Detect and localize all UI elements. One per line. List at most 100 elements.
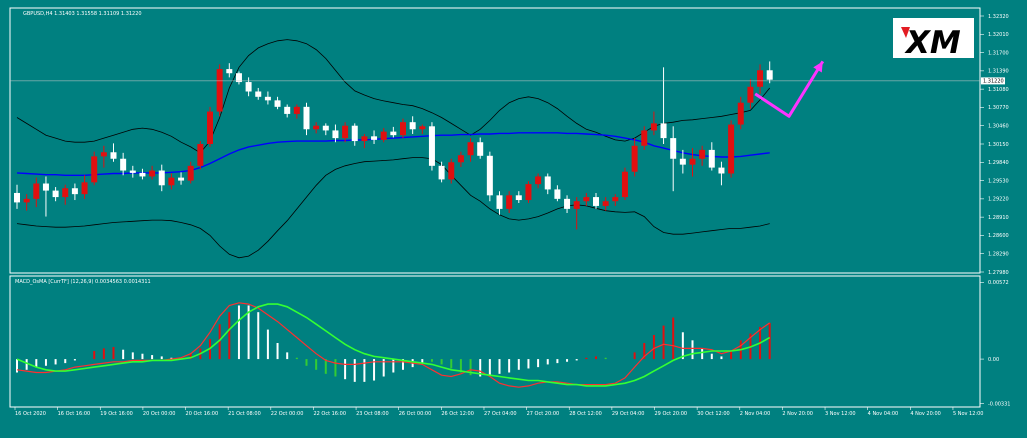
candle-body xyxy=(120,158,127,171)
candle xyxy=(178,172,185,185)
candle-body xyxy=(33,183,40,199)
time-tick-label: 4 Nov 04:00 xyxy=(868,411,899,417)
price-tick-label: 1.28290 xyxy=(988,252,1009,258)
candle-body xyxy=(149,170,156,177)
candle-body xyxy=(23,198,30,203)
time-tick-label: 29 Oct 20:00 xyxy=(655,411,688,417)
candle-body xyxy=(699,149,706,159)
candle-body xyxy=(467,142,474,156)
candle xyxy=(602,197,609,211)
candle xyxy=(428,122,435,171)
macd-line xyxy=(16,302,771,388)
time-tick-label: 21 Oct 08:00 xyxy=(228,411,261,417)
candle-body xyxy=(689,158,696,165)
candle-body xyxy=(322,125,329,131)
candle-body xyxy=(371,136,378,140)
candle xyxy=(284,104,291,118)
candle xyxy=(535,173,542,189)
candle xyxy=(515,191,522,203)
candle-body xyxy=(448,162,455,180)
candle xyxy=(42,176,49,217)
candle xyxy=(371,130,378,144)
candle-body xyxy=(342,125,349,139)
candle xyxy=(670,126,677,192)
time-tick-label: 27 Oct 20:00 xyxy=(527,411,560,417)
candle-body xyxy=(515,195,522,201)
candle xyxy=(168,173,175,190)
candle xyxy=(390,126,397,138)
time-tick-label: 28 Oct 12:00 xyxy=(569,411,602,417)
candle xyxy=(313,122,320,134)
candle xyxy=(52,187,59,202)
candle-body xyxy=(438,165,445,180)
price-tick-label: 1.28600 xyxy=(988,233,1009,239)
candle xyxy=(33,177,40,208)
candle xyxy=(264,91,271,105)
time-tick-label: 3 Nov 12:00 xyxy=(825,411,856,417)
candle-body xyxy=(496,195,503,209)
macd-tick-label: 0.00 xyxy=(988,357,999,363)
candle-body xyxy=(313,125,320,130)
candle-body xyxy=(602,201,609,206)
candle xyxy=(226,63,233,78)
macd-axis: 0.00572 0.00 -0.00331 xyxy=(980,280,1010,407)
candle-body xyxy=(457,155,464,163)
candle-body xyxy=(284,106,291,114)
candle-body xyxy=(757,70,764,87)
time-tick-label: 26 Oct 00:00 xyxy=(399,411,432,417)
main-header: GBPUSD,H4 1.31403 1.31558 1.31109 1.3122… xyxy=(23,11,142,17)
time-tick-label: 4 Nov 20:00 xyxy=(910,411,941,417)
candle-body xyxy=(525,184,532,201)
candle xyxy=(486,151,493,202)
candle xyxy=(506,191,513,214)
candle-body xyxy=(631,145,638,172)
macd-panel: MACD_OsMA [CurrTF] (12,26,9) 0.0034563 0… xyxy=(9,275,1010,408)
candle-body xyxy=(62,188,69,198)
current-price-tag: 1.31220 xyxy=(981,77,1005,85)
candle-body xyxy=(737,102,744,125)
candle-body xyxy=(583,197,590,202)
price-tick-label: 1.32320 xyxy=(988,14,1009,20)
candle xyxy=(660,67,667,144)
candle-body xyxy=(400,122,406,136)
candle-body xyxy=(129,170,136,173)
price-tick-label: 1.29530 xyxy=(988,178,1009,184)
candle xyxy=(448,158,455,184)
candle-body xyxy=(197,144,204,166)
candle xyxy=(544,173,551,195)
candle-body xyxy=(168,177,175,186)
candle xyxy=(23,194,30,211)
candle xyxy=(554,185,561,202)
price-tick-label: 1.32010 xyxy=(988,32,1009,38)
candle xyxy=(149,165,156,180)
candle xyxy=(81,175,88,199)
candle-body xyxy=(612,197,619,202)
candle xyxy=(641,126,648,150)
candle-body xyxy=(245,82,252,92)
time-tick-label: 30 Oct 12:00 xyxy=(697,411,730,417)
candle xyxy=(100,145,107,168)
candle xyxy=(245,77,252,97)
time-tick-label: 29 Oct 04:00 xyxy=(612,411,645,417)
candle-body xyxy=(71,188,78,195)
price-tick-label: 1.31390 xyxy=(988,69,1009,75)
forecast-arrow-layer xyxy=(754,60,825,118)
candle-body xyxy=(650,123,657,131)
price-tick-label: 1.31080 xyxy=(988,87,1009,93)
candle-body xyxy=(641,130,648,146)
candle-body xyxy=(255,91,262,97)
candle xyxy=(583,192,590,206)
price-tick-label: 1.27980 xyxy=(988,270,1009,276)
time-tick-label: 16 Oct 2020 xyxy=(15,411,46,417)
candle-body xyxy=(486,155,493,196)
candle-body xyxy=(178,177,185,181)
price-tick-label: 1.31700 xyxy=(988,50,1009,56)
candle-body xyxy=(351,125,358,142)
candle xyxy=(757,64,764,94)
candle xyxy=(158,164,165,192)
current-price-tag-box xyxy=(981,77,1005,85)
time-tick-label: 16 Oct 16:00 xyxy=(58,411,91,417)
candle-body xyxy=(506,195,513,209)
time-tick-label: 27 Oct 04:00 xyxy=(484,411,517,417)
